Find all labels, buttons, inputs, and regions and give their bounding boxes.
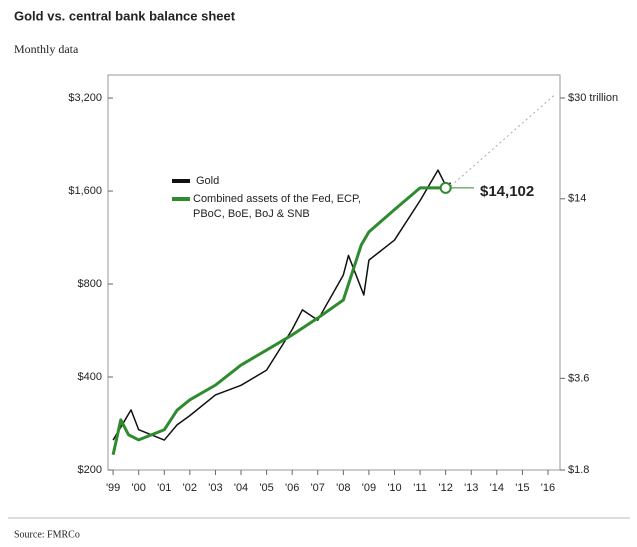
y2-tick-label: $14 — [568, 193, 586, 205]
x-tick-label: '12 — [438, 482, 452, 494]
x-tick-label: '00 — [132, 482, 146, 494]
y-tick-label: $200 — [78, 464, 102, 476]
x-tick-label: '04 — [234, 482, 248, 494]
x-tick-label: '06 — [285, 482, 299, 494]
x-tick-label: '99 — [106, 482, 120, 494]
x-tick-label: '13 — [464, 482, 478, 494]
y-tick-label: $3,200 — [68, 92, 102, 104]
x-tick-label: '07 — [311, 482, 325, 494]
series-line — [112, 169, 452, 441]
annotation: $14,102 — [480, 183, 534, 200]
y2-tick-label: $30 trillion — [568, 92, 618, 104]
projection-line — [450, 93, 556, 187]
x-tick-label: '01 — [157, 482, 171, 494]
x-tick-label: '15 — [515, 482, 529, 494]
chart-title: Gold vs. central bank balance sheet — [14, 8, 236, 23]
y-tick-label: $1,600 — [68, 185, 102, 197]
y2-tick-label: $3.6 — [568, 372, 589, 384]
x-tick-label: '03 — [208, 482, 222, 494]
x-tick-label: '05 — [259, 482, 273, 494]
legend-label: Gold — [196, 175, 219, 187]
x-tick-label: '11 — [413, 482, 427, 494]
legend-label: Combined assets of the Fed, ECP, PBoC, B… — [193, 193, 361, 220]
source: Source: FMRCo — [14, 529, 80, 540]
series-line — [111, 186, 446, 456]
x-tick-label: '10 — [387, 482, 401, 494]
x-tick-label: '09 — [362, 482, 376, 494]
y-tick-label: $800 — [78, 278, 102, 290]
plot-frame — [107, 74, 561, 471]
x-tick-label: '02 — [183, 482, 197, 494]
annotation-marker — [439, 181, 452, 194]
x-tick-label: '14 — [490, 482, 504, 494]
y2-tick-label: $1.8 — [568, 464, 589, 476]
y-tick-label: $400 — [78, 371, 102, 383]
chart-subtitle: Monthly data — [14, 42, 79, 56]
x-tick-label: '16 — [541, 482, 555, 494]
x-tick-label: '08 — [336, 482, 350, 494]
